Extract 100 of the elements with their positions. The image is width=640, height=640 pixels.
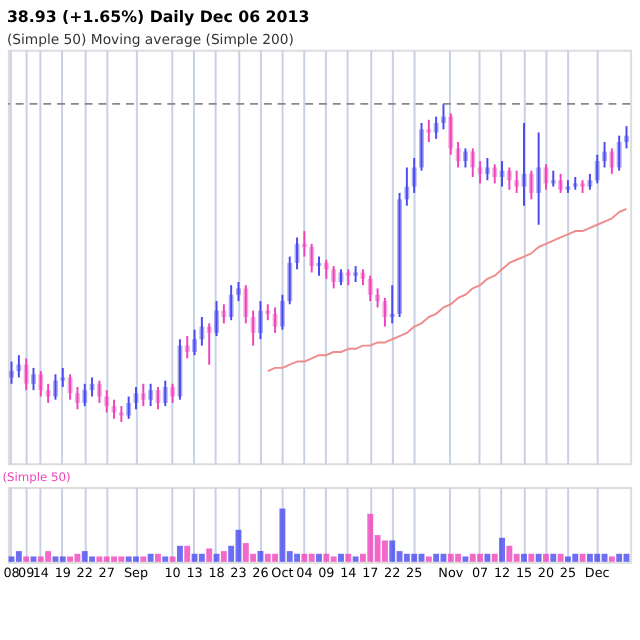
candlestick [558,172,564,194]
bar [45,551,52,562]
candlestick [199,316,205,347]
candlestick [184,335,190,360]
candlestick [448,112,454,156]
candlestick [433,115,439,140]
bar [169,556,176,562]
candlestick [265,303,271,322]
candlestick [550,169,556,188]
candlestick [441,102,446,131]
bar [316,553,322,562]
candlestick [9,360,14,385]
candlestick [616,134,622,172]
candlestick [506,166,512,191]
bar [140,556,147,562]
bar [491,553,498,562]
candlestick [272,306,278,334]
candlestick [287,255,293,306]
candlestick [31,366,36,392]
bar [23,556,30,562]
bar [513,553,520,562]
candlestick [382,296,388,328]
candlestick [16,354,22,379]
bar [330,556,337,562]
candlestick [426,118,432,144]
candlestick [331,265,337,290]
bar [30,556,37,562]
candlestick [594,153,600,185]
candlestick [484,156,490,182]
candlestick [257,300,263,341]
bar [74,553,81,562]
bar [389,540,396,562]
bar [147,553,154,562]
candlestick [572,176,578,191]
candlestick [602,141,607,169]
bar [133,556,139,562]
candlestick [492,163,498,185]
bar [608,556,615,562]
bar [96,556,103,562]
candlestick [82,382,88,408]
candlestick [360,268,366,287]
candlestick [514,169,520,194]
candlestick [353,265,359,283]
bar [367,513,374,562]
candlestick [587,172,593,191]
bar [528,553,535,562]
bar [125,556,132,562]
bar [89,556,96,562]
candlestick [250,309,256,347]
candlestick [74,385,80,411]
candlestick [419,121,424,172]
bar [586,553,593,562]
candlestick [455,141,461,169]
candlestick [38,370,44,398]
bar [81,551,88,562]
candlestick [294,236,300,271]
bar [198,553,205,562]
bar [52,556,59,562]
bar [411,553,418,562]
candlestick [140,382,146,408]
bar [543,553,549,562]
bar [484,553,491,562]
candlestick [236,281,241,303]
candlestick [609,147,615,175]
bar [206,548,213,562]
bar [433,553,440,562]
bar [155,553,161,562]
candlestick [23,357,29,392]
candlestick [580,179,586,194]
bar [477,553,484,562]
candlestick [89,376,95,398]
bar [111,556,117,562]
bar [579,553,586,562]
candlestick [45,382,51,404]
candlestick [375,287,381,309]
bar [220,551,227,562]
candlestick [60,366,66,388]
bar [594,553,601,562]
bar [323,553,330,562]
bar [59,556,66,562]
candlestick [528,169,534,201]
candlestick [565,179,571,194]
candlestick [323,258,329,280]
bar [521,553,527,562]
bar [162,556,169,562]
candlestick [367,274,373,303]
candlestick [470,147,476,179]
bar [616,553,623,562]
bar [184,545,191,562]
candlestick [214,300,219,338]
bar [455,553,462,562]
candlestick [462,147,468,169]
candlestick [162,379,168,408]
candlestick [148,382,154,408]
bar [403,553,410,562]
chart-title: 38.93 (+1.65%) Daily Dec 06 2013 [6,8,310,27]
bar [308,553,315,562]
candlestick [243,284,249,325]
candlestick [221,303,227,325]
candlestick [301,230,307,258]
